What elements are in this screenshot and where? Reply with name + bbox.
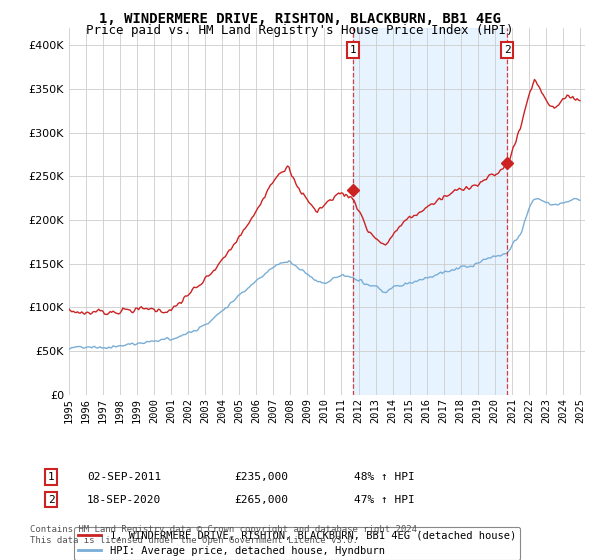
Text: 1: 1 [47, 472, 55, 482]
Text: 02-SEP-2011: 02-SEP-2011 [87, 472, 161, 482]
Text: 2: 2 [503, 45, 511, 55]
Text: 18-SEP-2020: 18-SEP-2020 [87, 494, 161, 505]
Text: Contains HM Land Registry data © Crown copyright and database right 2024.
This d: Contains HM Land Registry data © Crown c… [30, 525, 422, 545]
Text: 1: 1 [350, 45, 356, 55]
Legend: 1, WINDERMERE DRIVE, RISHTON, BLACKBURN, BB1 4EG (detached house), HPI: Average : 1, WINDERMERE DRIVE, RISHTON, BLACKBURN,… [74, 526, 520, 560]
Text: 47% ↑ HPI: 47% ↑ HPI [354, 494, 415, 505]
Bar [353, 28, 507, 395]
Text: 1, WINDERMERE DRIVE, RISHTON, BLACKBURN, BB1 4EG: 1, WINDERMERE DRIVE, RISHTON, BLACKBURN,… [99, 12, 501, 26]
Text: £235,000: £235,000 [234, 472, 288, 482]
Text: Price paid vs. HM Land Registry's House Price Index (HPI): Price paid vs. HM Land Registry's House … [86, 24, 514, 36]
Text: 2: 2 [47, 494, 55, 505]
Text: 48% ↑ HPI: 48% ↑ HPI [354, 472, 415, 482]
Text: £265,000: £265,000 [234, 494, 288, 505]
